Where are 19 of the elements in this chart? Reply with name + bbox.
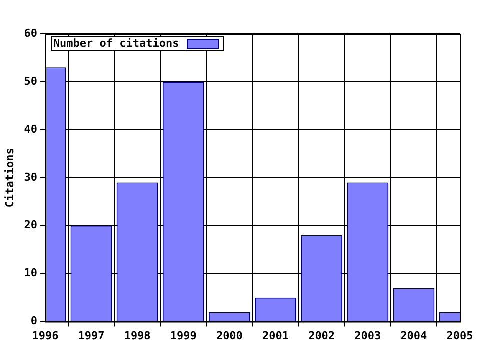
x-tick-label: 2001	[262, 329, 290, 342]
y-tick-label: 0	[30, 314, 38, 328]
x-tick-label: 2004	[400, 329, 428, 342]
y-tick-label: 50	[24, 74, 38, 88]
x-tick-label: 1996	[32, 329, 60, 342]
y-tick-label: 30	[24, 170, 38, 184]
x-tick-label: 2002	[308, 329, 336, 342]
x-tick-label: 2003	[354, 329, 382, 342]
x-tick-label: 2000	[216, 329, 243, 342]
y-tick-label: 10	[24, 266, 38, 280]
x-tick-label: 2005	[446, 329, 474, 342]
x-tick-label: 1999	[170, 329, 197, 342]
y-tick-label: 40	[24, 122, 38, 136]
y-tick-label: 20	[24, 218, 38, 232]
legend-label: Number of citations	[53, 37, 180, 50]
x-tick-label: 1997	[78, 329, 105, 342]
y-tick-label: 60	[24, 26, 38, 40]
y-axis-title: Citations	[3, 148, 16, 208]
x-tick-label: 1998	[124, 329, 151, 342]
